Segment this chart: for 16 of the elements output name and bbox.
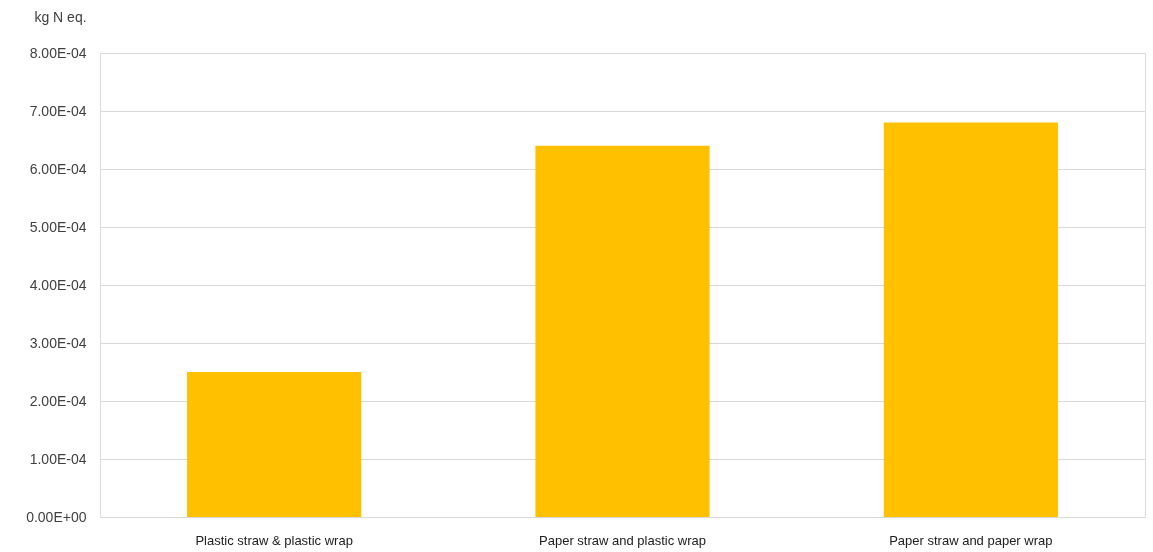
y-tick-label: 0.00E+00 [26,508,87,525]
x-tick-label: Plastic straw & plastic wrap [195,532,353,548]
y-tick-label: 1.00E-04 [29,450,87,467]
y-tick-label: 3.00E-04 [29,334,87,351]
y-axis-title: kg N eq. [34,8,87,25]
bar [187,372,362,517]
bar [535,145,710,517]
bar [883,122,1058,517]
y-tick-label: 8.00E-04 [29,44,87,61]
y-tick-label: 7.00E-04 [29,102,87,119]
y-tick-label: 5.00E-04 [29,218,87,235]
x-tick-label: Paper straw and paper wrap [889,532,1053,548]
y-tick-label: 6.00E-04 [29,160,87,177]
x-tick-label: Paper straw and plastic wrap [539,532,706,548]
y-tick-label: 2.00E-04 [29,392,87,409]
y-tick-label: 4.00E-04 [29,276,87,293]
